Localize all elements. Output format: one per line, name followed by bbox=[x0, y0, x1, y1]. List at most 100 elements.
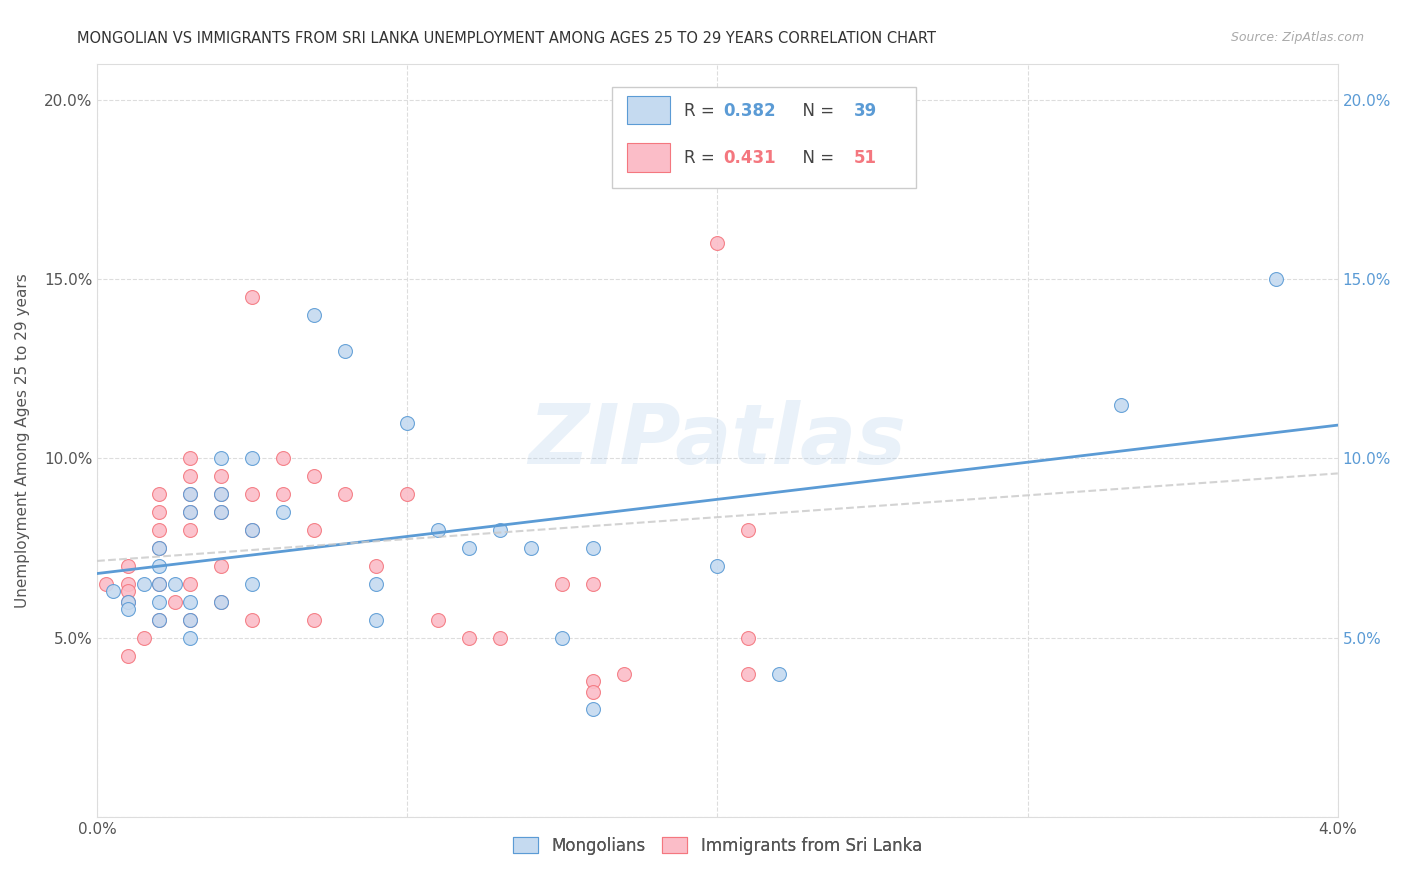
Point bbox=[117, 559, 139, 574]
Point bbox=[148, 541, 170, 555]
Text: 0.431: 0.431 bbox=[724, 149, 776, 167]
Point bbox=[582, 684, 605, 698]
Point bbox=[366, 559, 388, 574]
Point bbox=[117, 648, 139, 663]
Point bbox=[271, 505, 294, 519]
Point bbox=[179, 631, 201, 645]
Point bbox=[209, 505, 232, 519]
Text: Source: ZipAtlas.com: Source: ZipAtlas.com bbox=[1230, 31, 1364, 45]
Point bbox=[179, 577, 201, 591]
FancyBboxPatch shape bbox=[612, 87, 915, 188]
Point bbox=[520, 541, 543, 555]
Point bbox=[551, 631, 574, 645]
Point bbox=[489, 523, 512, 537]
FancyBboxPatch shape bbox=[627, 95, 671, 124]
Point bbox=[209, 451, 232, 466]
Point bbox=[582, 577, 605, 591]
Text: 39: 39 bbox=[853, 102, 877, 120]
Point bbox=[551, 577, 574, 591]
Point bbox=[335, 487, 357, 501]
Point bbox=[302, 469, 325, 483]
Point bbox=[582, 702, 605, 716]
Point bbox=[862, 93, 884, 107]
Point bbox=[240, 523, 263, 537]
Point bbox=[582, 673, 605, 688]
Point bbox=[582, 541, 605, 555]
Point bbox=[737, 631, 759, 645]
Point bbox=[148, 559, 170, 574]
Point bbox=[768, 666, 790, 681]
Point bbox=[396, 416, 419, 430]
Point bbox=[179, 469, 201, 483]
Point bbox=[1109, 398, 1132, 412]
Point bbox=[117, 577, 139, 591]
Point bbox=[117, 584, 139, 599]
Point bbox=[302, 613, 325, 627]
Text: 0.382: 0.382 bbox=[724, 102, 776, 120]
Text: MONGOLIAN VS IMMIGRANTS FROM SRI LANKA UNEMPLOYMENT AMONG AGES 25 TO 29 YEARS CO: MONGOLIAN VS IMMIGRANTS FROM SRI LANKA U… bbox=[77, 31, 936, 46]
Point bbox=[737, 666, 759, 681]
Point bbox=[179, 595, 201, 609]
Point bbox=[302, 523, 325, 537]
Text: N =: N = bbox=[792, 149, 839, 167]
Point bbox=[148, 577, 170, 591]
Point bbox=[101, 584, 124, 599]
Text: N =: N = bbox=[792, 102, 839, 120]
Point bbox=[179, 505, 201, 519]
Point bbox=[706, 236, 728, 251]
Point bbox=[427, 613, 450, 627]
Legend: Mongolians, Immigrants from Sri Lanka: Mongolians, Immigrants from Sri Lanka bbox=[506, 830, 928, 862]
Point bbox=[271, 451, 294, 466]
Point bbox=[458, 631, 481, 645]
Point bbox=[458, 541, 481, 555]
Point bbox=[706, 559, 728, 574]
Point bbox=[148, 523, 170, 537]
Point bbox=[613, 666, 636, 681]
Point bbox=[335, 343, 357, 358]
Point bbox=[148, 613, 170, 627]
Point bbox=[148, 613, 170, 627]
Point bbox=[179, 613, 201, 627]
Point bbox=[302, 308, 325, 322]
Point bbox=[117, 595, 139, 609]
Point bbox=[148, 505, 170, 519]
Point bbox=[489, 631, 512, 645]
Point bbox=[179, 613, 201, 627]
Point bbox=[366, 577, 388, 591]
Point bbox=[148, 577, 170, 591]
Point bbox=[179, 487, 201, 501]
Point bbox=[179, 451, 201, 466]
Point bbox=[209, 505, 232, 519]
Point bbox=[209, 487, 232, 501]
Text: ZIPatlas: ZIPatlas bbox=[529, 400, 907, 481]
FancyBboxPatch shape bbox=[627, 143, 671, 172]
Point bbox=[427, 523, 450, 537]
Point bbox=[132, 577, 155, 591]
Point bbox=[240, 523, 263, 537]
Point bbox=[209, 469, 232, 483]
Text: 51: 51 bbox=[853, 149, 877, 167]
Point bbox=[240, 290, 263, 304]
Point bbox=[209, 487, 232, 501]
Point bbox=[148, 487, 170, 501]
Point bbox=[240, 451, 263, 466]
Point bbox=[396, 487, 419, 501]
Point bbox=[179, 487, 201, 501]
Point bbox=[179, 505, 201, 519]
Point bbox=[132, 631, 155, 645]
Point bbox=[209, 595, 232, 609]
Point bbox=[179, 523, 201, 537]
Point bbox=[117, 602, 139, 616]
Point bbox=[737, 523, 759, 537]
Point bbox=[209, 595, 232, 609]
Point bbox=[148, 595, 170, 609]
Point bbox=[148, 541, 170, 555]
Text: R =: R = bbox=[683, 149, 720, 167]
Point bbox=[96, 577, 118, 591]
Point bbox=[163, 595, 186, 609]
Text: R =: R = bbox=[683, 102, 720, 120]
Point bbox=[240, 487, 263, 501]
Point bbox=[366, 613, 388, 627]
Point bbox=[117, 595, 139, 609]
Point bbox=[240, 577, 263, 591]
